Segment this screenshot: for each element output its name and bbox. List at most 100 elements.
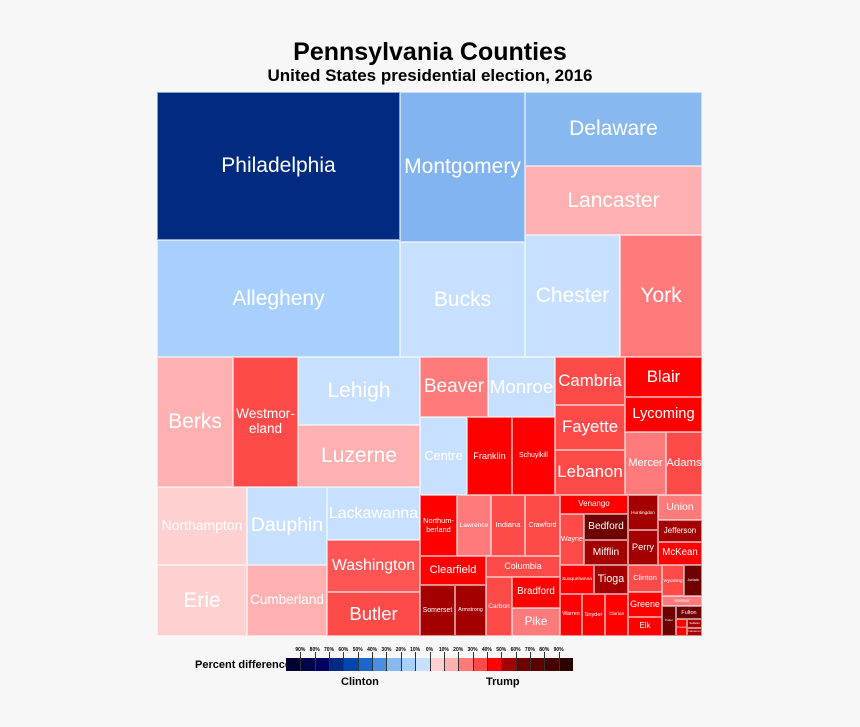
treemap-cell-label: Montgomery <box>404 155 521 179</box>
legend-tick-label: 80% <box>539 647 550 653</box>
treemap-cell-lawrence: Lawrence <box>457 495 491 556</box>
treemap-cell-mercer: Mercer <box>625 432 666 495</box>
legend-swatch <box>472 658 488 671</box>
treemap-cell-pike: Pike <box>512 608 560 636</box>
treemap-cell-fulton: Fulton <box>676 606 702 619</box>
treemap-cell-tioga: Tioga <box>594 565 628 594</box>
legend-tick <box>544 652 546 671</box>
legend-tick-label: 60% <box>338 647 349 653</box>
treemap-cell-lackawanna: Lackawanna <box>327 487 420 540</box>
treemap-cell-cambria: Cambria <box>555 357 625 405</box>
legend-swatch <box>544 658 560 671</box>
treemap-cell-crawford: Crawford <box>525 495 560 556</box>
treemap-cell-label: Clarion <box>608 612 625 618</box>
treemap-cell-label: Clinton <box>633 573 657 583</box>
legend-tick-label: 50% <box>352 647 363 653</box>
treemap-cell-york: York <box>620 235 702 357</box>
treemap-cell-label: Somerset <box>422 606 453 614</box>
legend-swatch <box>486 658 502 671</box>
legend-tick <box>558 652 560 671</box>
treemap-cell-label: Bucks <box>433 287 492 311</box>
legend-tick-label: 50% <box>496 647 507 653</box>
treemap-cell-label: Franklin <box>473 450 506 461</box>
treemap-cell-indiana: Indiana <box>491 495 525 556</box>
treemap-cell-bedford: Bedford <box>584 514 628 540</box>
treemap-cell-forest: Forest <box>676 619 687 636</box>
treemap-cell-label: Snyder <box>584 611 603 618</box>
treemap-cell-label: Juniata <box>687 577 699 582</box>
legend-tick-label: 0% <box>425 647 434 653</box>
legend-tick <box>386 652 388 671</box>
treemap-cell-label: Butler <box>349 602 398 624</box>
treemap-cell-label: Bedford <box>588 521 624 533</box>
treemap-cell-label: Fayette <box>561 417 619 437</box>
treemap-cell-label: York <box>640 284 682 308</box>
legend-swatch <box>515 658 531 671</box>
treemap-cell-somerset: Somerset <box>420 585 455 636</box>
treemap-cell-label: Dauphin <box>250 514 324 537</box>
treemap-cell-franklin: Franklin <box>467 417 512 495</box>
legend-tick-label: 20% <box>395 647 406 653</box>
treemap-cell-label: Adams <box>666 457 702 470</box>
legend-swatch <box>343 658 359 671</box>
treemap-cell-cumberland: Cumberland <box>247 565 327 636</box>
treemap-cell-label: Susquehanna <box>562 576 592 582</box>
treemap-cell-perry: Perry <box>628 530 658 565</box>
treemap-cell-label: Lancaster <box>567 188 660 212</box>
treemap-cell-label: Montour <box>674 597 690 603</box>
treemap-cell-label: Washington <box>331 557 416 575</box>
legend-tick <box>329 652 331 671</box>
treemap-cell-label: Northampton <box>161 517 243 534</box>
treemap-cell-label: Bradford <box>517 586 555 598</box>
treemap-cell-label: Clearfield <box>429 564 477 577</box>
legend-tick <box>429 652 431 671</box>
legend-clinton-label: Clinton <box>341 676 379 688</box>
treemap-cell-label: Westmor- eland <box>236 406 295 436</box>
legend-tick <box>300 652 302 671</box>
legend-tick <box>501 652 503 671</box>
legend-swatch <box>458 658 474 671</box>
treemap-cell-sullivan: Sullivan <box>687 619 702 628</box>
treemap-cell-label: Lackawanna <box>328 504 419 522</box>
treemap-cell-label: Berks <box>168 410 222 434</box>
legend-swatch <box>286 658 301 671</box>
legend-tick-label: 30% <box>381 647 392 653</box>
treemap-cell-montour: Montour <box>662 596 702 606</box>
treemap-cell-wyoming: Wyoming <box>662 565 684 596</box>
treemap-cell-label: Monroe <box>489 375 554 397</box>
treemap-cell-westmoreland: Westmor- eland <box>233 357 298 487</box>
treemap-cell-label: Luzerne <box>321 444 397 468</box>
treemap-cell-montgomery: Montgomery <box>400 92 525 242</box>
treemap-cell-label: Blair <box>646 366 681 386</box>
treemap-cell-jefferson: Jefferson <box>658 520 702 542</box>
legend-tick <box>529 652 531 671</box>
treemap-cell-washington: Washington <box>327 540 420 592</box>
treemap-cell-lycoming: Lycoming <box>625 397 702 432</box>
treemap-cell-northampton: Northampton <box>157 487 247 565</box>
treemap-cell-label: Cumberland <box>250 592 324 608</box>
treemap-cell-mckean: McKean <box>658 542 702 565</box>
treemap-cell-union: Union <box>658 495 702 520</box>
legend-swatch <box>415 658 430 671</box>
legend-trump-label: Trump <box>486 676 520 688</box>
treemap-cell-label: Greene <box>630 598 660 609</box>
legend-tick <box>486 652 488 671</box>
treemap-cell-label: Fulton <box>681 609 697 616</box>
treemap-cell-cameron: Cameron <box>687 628 702 636</box>
treemap-cell-bucks: Bucks <box>400 242 525 357</box>
treemap-cell-label: Lebanon <box>557 462 623 482</box>
legend-tick-label: 10% <box>410 647 421 653</box>
treemap-cell-lehigh: Lehigh <box>298 357 420 425</box>
treemap-cell-label: Mercer <box>628 457 663 470</box>
legend-swatch <box>329 658 344 671</box>
treemap-cell-armstrong: Armstrong <box>455 585 486 636</box>
treemap-cell-label: Beaver <box>423 375 485 397</box>
legend-tick <box>372 652 374 671</box>
treemap-cell-label: Lehigh <box>327 379 391 403</box>
treemap-cell-label: Potter <box>664 618 673 623</box>
treemap-cell-potter: Potter <box>662 606 676 636</box>
treemap-cell-clearfield: Clearfield <box>420 556 486 585</box>
legend-swatch <box>372 658 387 671</box>
legend-tick-label: 10% <box>438 647 449 653</box>
legend-tick-label: 90% <box>553 647 564 653</box>
